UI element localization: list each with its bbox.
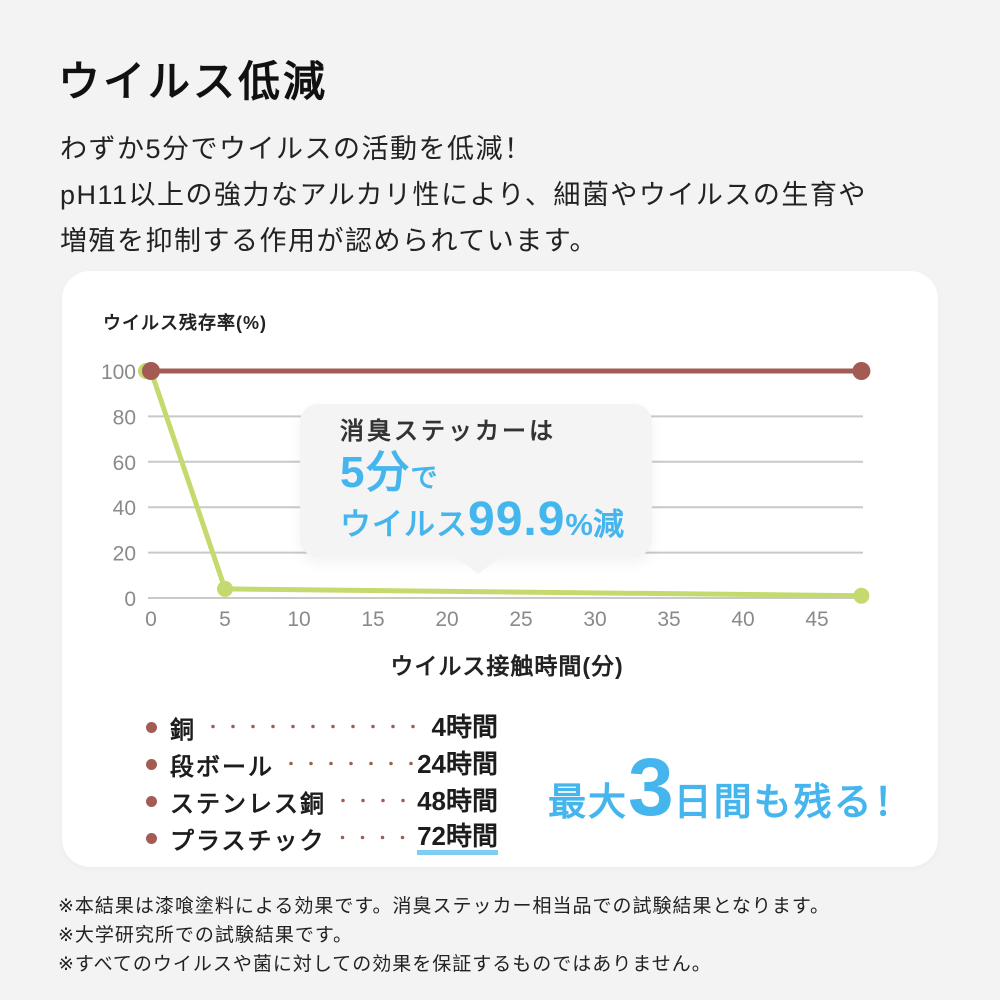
x-axis-label: ウイルス接触時間(分) [390, 653, 624, 679]
bullet-dot-icon [146, 759, 157, 770]
legend-duration-value: 72時間 [417, 822, 498, 856]
callout-minutes: 5分で [340, 450, 642, 494]
y-tick-label: 20 [113, 543, 136, 566]
legend-row: プラスチック・・・・・72時間 [146, 822, 498, 856]
data-point [217, 580, 233, 597]
y-tick-label: 40 [113, 497, 136, 520]
bullet-dot-icon [146, 796, 157, 807]
legend-duration-value: 24時間 [417, 749, 498, 780]
x-tick-label: 35 [657, 608, 680, 631]
y-tick-label: 0 [124, 588, 136, 611]
x-tick-label: 20 [435, 608, 458, 631]
x-tick-label: 30 [583, 608, 606, 631]
legend-duration-value: 48時間 [417, 786, 498, 817]
callout-result-suffix: %減 [565, 507, 624, 543]
callout-minutes-value: 5分 [340, 447, 411, 497]
callout-heading: 消臭ステッカーは [340, 418, 556, 445]
data-point [142, 362, 160, 380]
legend-material-label: 段ボール [170, 754, 274, 781]
callout-minutes-suffix: で [410, 462, 438, 493]
bullet-dot-icon [146, 833, 157, 844]
intro-text: わずか5分でウイルスの活動を低減！ pH11以上の強力なアルカリ性により、細菌や… [60, 126, 867, 264]
legend-material-label: ステンレス銅 [170, 791, 326, 818]
x-tick-label: 40 [731, 608, 754, 631]
material-duration-legend: 銅・・・・・・・・・・・・・4時間段ボール・・・・・・・・24時間ステンレス銅・… [146, 712, 498, 863]
bullet-dot-icon [146, 722, 157, 733]
footnote-line: ※すべてのウイルスや菌に対しての効果を保証するものではありません。 [58, 954, 712, 975]
x-tick-label: 25 [509, 608, 532, 631]
intro-line: pH11以上の強力なアルカリ性により、細菌やウイルスの生育や [60, 180, 867, 210]
data-point [852, 362, 871, 380]
highlight-text: 最大 3 日間も残る！ [548, 747, 914, 829]
x-tick-label: 10 [287, 608, 310, 631]
x-tick-label: 15 [361, 608, 384, 631]
y-axis-label: ウイルス残存率(%) [103, 313, 267, 333]
x-tick-label: 45 [805, 608, 828, 631]
intro-line: わずか5分でウイルスの活動を低減！ [60, 134, 533, 164]
highlight-big-number: 3 [628, 742, 674, 833]
x-tick-label: 0 [145, 608, 157, 631]
callout-bubble: 消臭ステッカーは 5分で ウイルス99.9%減 [300, 404, 652, 574]
legend-row: 銅・・・・・・・・・・・・・4時間 [146, 712, 498, 744]
dot-leader: ・・・・・・・・ [284, 756, 413, 772]
page-title: ウイルス低減 [58, 58, 329, 105]
legend-material-label: プラスチック [170, 828, 326, 855]
footnotes: ※本結果は漆喰塗料による効果です。消臭ステッカー相当品での試験結果となります。 ※… [58, 892, 830, 979]
y-tick-label: 100 [101, 361, 136, 384]
x-tick-label: 5 [219, 608, 231, 631]
y-tick-label: 60 [113, 452, 136, 475]
dot-leader: ・・・・・・・・・・・・・ [206, 719, 428, 735]
callout-result-prefix: ウイルス [340, 507, 468, 543]
footnote-line: ※本結果は漆喰塗料による効果です。消臭ステッカー相当品での試験結果となります。 [58, 896, 830, 917]
data-point [853, 587, 870, 604]
highlight-prefix: 最大 [548, 782, 629, 824]
y-tick-label: 80 [113, 406, 136, 429]
callout-result: ウイルス99.9%減 [340, 496, 642, 544]
chart-card: ウイルス残存率(%) 100 80 60 40 20 0 0 5 10 15 20 25 30 35 40 4… [62, 271, 938, 867]
legend-duration-value: 4時間 [431, 712, 498, 743]
dot-leader: ・・・・・ [335, 830, 414, 846]
legend-row: 段ボール・・・・・・・・24時間 [146, 749, 498, 781]
dot-leader: ・・・・・ [336, 793, 413, 809]
legend-material-label: 銅 [170, 717, 196, 744]
highlight-suffix: 日間も残る！ [673, 782, 914, 824]
intro-line: 増殖を抑制する作用が認められています。 [60, 226, 598, 256]
footnote-line: ※大学研究所での試験結果です。 [58, 925, 354, 946]
legend-row: ステンレス銅・・・・・48時間 [146, 786, 498, 818]
callout-result-value: 99.9 [468, 493, 566, 547]
